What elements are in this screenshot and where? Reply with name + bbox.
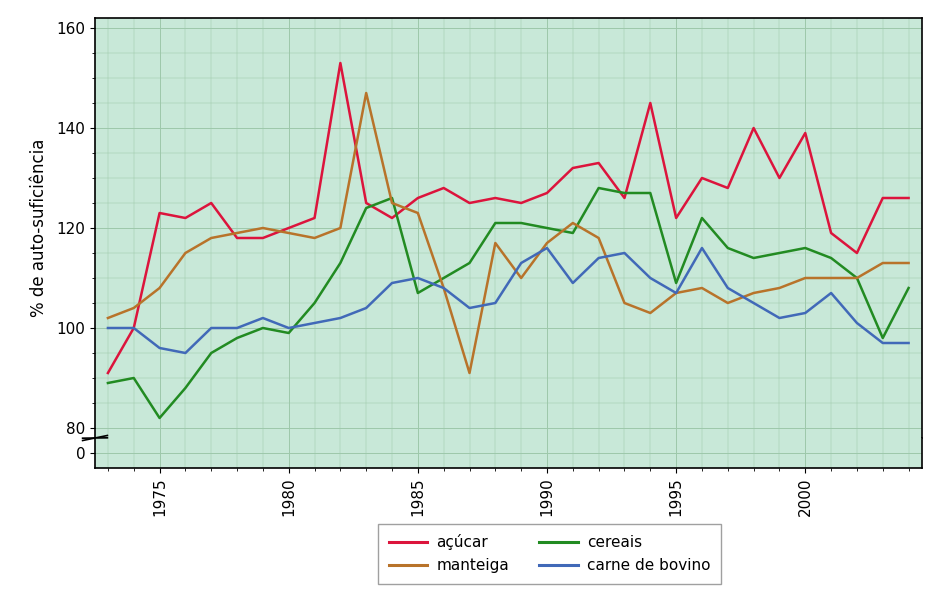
Legend: açúcar, manteiga, cereais, carne de bovino: açúcar, manteiga, cereais, carne de bovi… [378, 524, 721, 584]
Y-axis label: % de auto-suficiência: % de auto-suficiência [30, 139, 48, 317]
